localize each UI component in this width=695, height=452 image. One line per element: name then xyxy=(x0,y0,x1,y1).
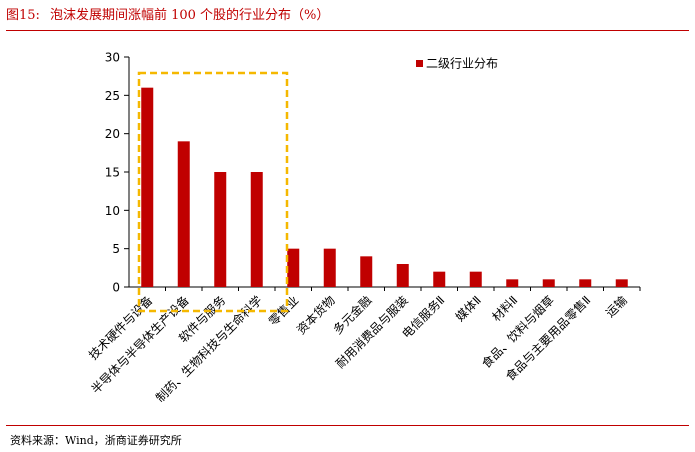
bar xyxy=(396,264,409,287)
bar xyxy=(287,248,300,287)
y-tick-label: 20 xyxy=(105,127,120,141)
y-tick-label: 15 xyxy=(105,166,120,180)
bar xyxy=(360,256,373,287)
y-tick-label: 30 xyxy=(105,51,120,65)
figure-title-text: 泡沫发展期间涨幅前 100 个股的行业分布（%） xyxy=(49,8,330,23)
legend-swatch xyxy=(416,60,423,67)
x-tick-label: 媒体Ⅱ xyxy=(453,293,484,324)
figure-number: 图15: xyxy=(6,8,40,23)
bar xyxy=(323,248,336,287)
x-tick-label: 运输 xyxy=(602,293,630,321)
bar xyxy=(433,271,446,287)
bar xyxy=(615,279,628,287)
bar xyxy=(250,172,263,287)
bottom-divider xyxy=(6,425,689,426)
bar xyxy=(579,279,592,287)
y-tick-label: 5 xyxy=(112,242,120,256)
bar xyxy=(214,172,227,287)
highlight-box xyxy=(137,71,289,313)
y-tick-label: 25 xyxy=(105,89,120,103)
x-tick-label: 资本货物 xyxy=(293,293,338,338)
legend-label: 二级行业分布 xyxy=(426,57,498,71)
bar xyxy=(141,87,154,288)
bar xyxy=(177,141,190,287)
bar xyxy=(506,279,519,287)
x-tick-label: 材料Ⅱ xyxy=(489,293,520,324)
top-divider xyxy=(6,30,689,31)
x-tick-label: 技术硬件与设备 xyxy=(86,293,155,362)
bar xyxy=(542,279,555,287)
plot-area: 051015202530技术硬件与设备半导体与半导体生产设备软件与服务制药、生物… xyxy=(86,51,641,405)
y-tick-label: 0 xyxy=(112,281,120,295)
y-tick-label: 10 xyxy=(105,204,120,218)
bar xyxy=(469,271,482,287)
figure-title: 图15: 泡沫发展期间涨幅前 100 个股的行业分布（%） xyxy=(6,4,329,23)
source-note: 资料来源：Wind，浙商证券研究所 xyxy=(10,434,182,447)
